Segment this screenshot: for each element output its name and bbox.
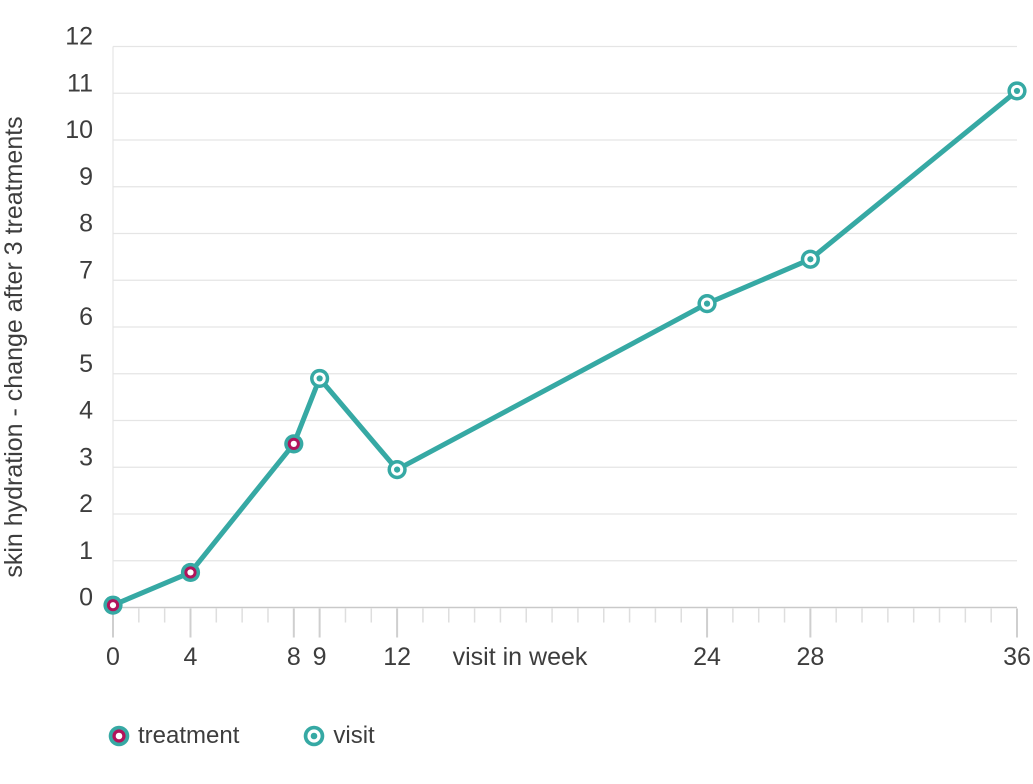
y-tick-label-6: 6 <box>79 303 93 331</box>
legend-item-label: treatment <box>138 722 240 749</box>
treatment-marker-shape <box>108 725 130 747</box>
y-tick-label-11: 11 <box>67 69 93 97</box>
x-tick-label-9: 9 <box>313 643 327 671</box>
x-tick-label-12: 12 <box>383 643 411 671</box>
y-tick-label-12: 12 <box>65 23 93 51</box>
y-tick-label-5: 5 <box>79 350 93 378</box>
legend: treatment visit <box>108 721 375 751</box>
y-tick-label-2: 2 <box>79 490 93 518</box>
data-point-week-28-visit <box>800 249 820 269</box>
y-tick-label-10: 10 <box>65 116 93 144</box>
legend-item-visit[interactable]: visit <box>303 721 375 751</box>
visit-marker-icon <box>303 725 325 747</box>
data-point-week-24-visit <box>697 294 717 314</box>
visit-marker-shape <box>304 725 325 747</box>
y-tick-label-9: 9 <box>79 163 93 191</box>
y-tick-label-1: 1 <box>79 537 93 565</box>
data-point-week-4-treatment <box>180 562 201 583</box>
visit-marker-glyph <box>304 725 325 747</box>
series-line <box>110 88 1020 608</box>
x-tick-label-24: 24 <box>693 643 721 671</box>
x-tick-label-28: 28 <box>796 643 824 671</box>
data-point-week-8-treatment <box>284 434 304 454</box>
y-tick-label-3: 3 <box>79 443 93 471</box>
x-axis-title: visit in week <box>453 643 588 671</box>
treatment-marker-icon <box>108 725 130 747</box>
x-tick-label-8: 8 <box>287 643 301 671</box>
treatment-marker-glyph <box>108 725 130 747</box>
data-point-week-12-visit <box>387 459 407 480</box>
legend-item-treatment[interactable]: treatment <box>108 721 239 751</box>
x-tick-label-4: 4 <box>184 643 198 671</box>
y-axis-title: skin hydration - change after 3 treatmen… <box>0 116 28 577</box>
x-tick-label-0: 0 <box>106 643 120 671</box>
x-tick-label-36: 36 <box>1003 643 1031 671</box>
legend-item-label: visit <box>333 722 375 749</box>
y-tick-label-4: 4 <box>79 397 93 425</box>
y-tick-label-0: 0 <box>79 584 93 612</box>
data-point-week-0-treatment <box>103 595 123 615</box>
data-point-week-9-visit <box>310 368 330 389</box>
y-tick-label-8: 8 <box>79 210 93 238</box>
y-tick-label-7: 7 <box>79 256 93 284</box>
data-point-week-36-visit <box>1007 81 1027 101</box>
